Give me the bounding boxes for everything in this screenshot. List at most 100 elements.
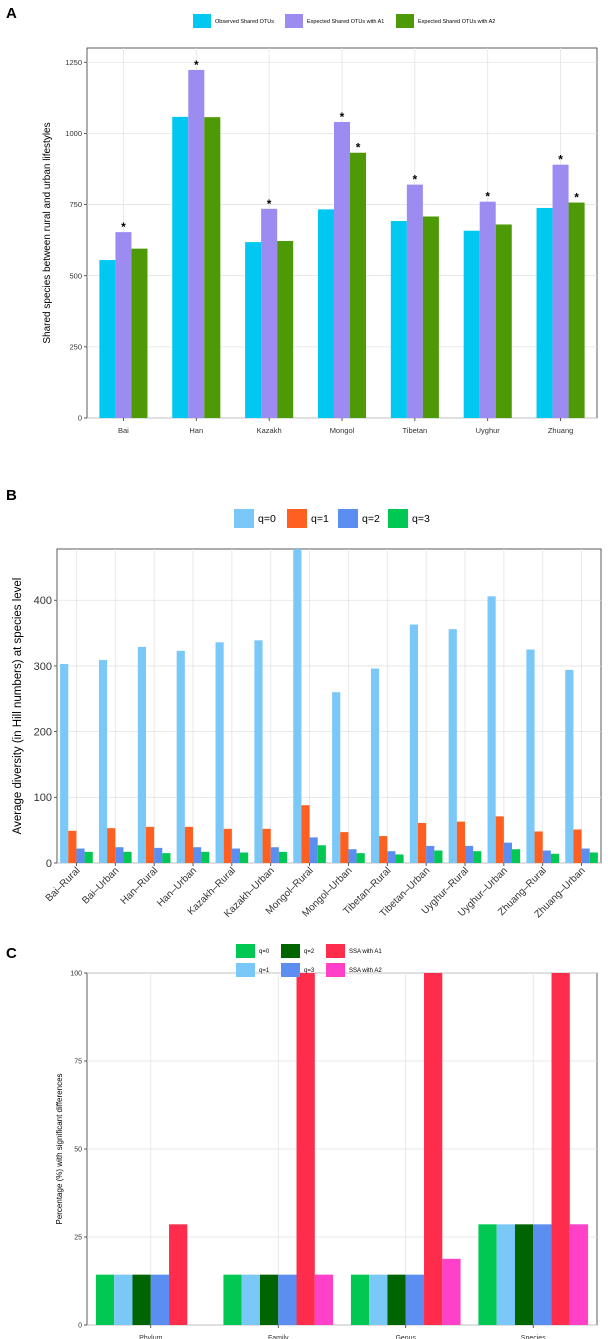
a-bar-2-3 bbox=[261, 208, 278, 418]
b-plot-area bbox=[56, 548, 602, 864]
c-bar-6-4 bbox=[569, 1224, 589, 1325]
c-bar-2-3 bbox=[369, 1274, 388, 1325]
b-bar-4-6 bbox=[278, 851, 288, 863]
b-bar-1-2 bbox=[98, 660, 108, 863]
b-ytick-label: 0 bbox=[46, 858, 52, 870]
a-ytick-label: 250 bbox=[69, 342, 82, 351]
c-bar-5-2 bbox=[296, 973, 315, 1325]
b-bar-2-4 bbox=[184, 826, 193, 863]
a-bar-2-4 bbox=[333, 122, 351, 418]
b-bar-2-5 bbox=[223, 828, 232, 863]
c-bar-3-4 bbox=[514, 1224, 534, 1325]
chart-a: * * * * * * * * * 0 250 500 750 1000 1250 Bai Han Kazakh M… bbox=[42, 14, 598, 435]
b-legend-label-4: q=3 bbox=[412, 513, 430, 525]
c-legend-key-1 bbox=[236, 944, 255, 958]
a-bar-1-7 bbox=[536, 207, 553, 418]
b-xtick-label: Bai–Rural bbox=[44, 865, 83, 904]
b-legend-key-2 bbox=[287, 509, 307, 528]
b-bar-4-10 bbox=[434, 850, 443, 863]
a-bar-3-6 bbox=[495, 224, 512, 418]
b-bar-3-10 bbox=[426, 845, 435, 863]
b-bar-1-4 bbox=[176, 650, 185, 863]
c-bar-3-2 bbox=[259, 1274, 279, 1325]
c-bar-5-4 bbox=[551, 973, 570, 1325]
a-bar-2-1 bbox=[115, 232, 132, 418]
a-sig-mark: * bbox=[194, 58, 199, 72]
b-bar-2-8 bbox=[340, 832, 349, 863]
b-xtick-label: Han–Rural bbox=[119, 865, 161, 907]
b-bar-3-13 bbox=[542, 850, 551, 863]
c-ytick-label: 75 bbox=[74, 1058, 82, 1065]
b-bar-4-9 bbox=[395, 854, 404, 863]
c-legend-label-6: SSA with A2 bbox=[349, 968, 382, 974]
a-bar-1-5 bbox=[390, 221, 407, 418]
c-bar-2-4 bbox=[496, 1224, 515, 1325]
c-bar-1-1 bbox=[95, 1274, 115, 1325]
c-bar-4-3 bbox=[405, 1274, 425, 1325]
b-bar-3-1 bbox=[76, 848, 85, 863]
b-legend-key-3 bbox=[338, 509, 358, 528]
c-bar-6-2 bbox=[314, 1274, 334, 1325]
a-sig-mark: * bbox=[574, 191, 579, 205]
b-bar-4-7 bbox=[317, 845, 326, 863]
a-sig-mark: * bbox=[121, 220, 126, 234]
a-ytick-label: 0 bbox=[78, 414, 82, 423]
c-ytick-label: 50 bbox=[74, 1146, 82, 1153]
c-ytick-label: 25 bbox=[74, 1234, 82, 1241]
b-y-axis-title: Average diversity (in Hill numbers) at s… bbox=[12, 578, 24, 835]
c-legend-label-2: q=1 bbox=[259, 968, 270, 974]
b-bar-2-12 bbox=[495, 816, 504, 863]
b-bar-1-7 bbox=[293, 549, 302, 863]
b-legend-key-1 bbox=[234, 509, 254, 528]
a-legend-key-1 bbox=[193, 14, 211, 28]
b-bar-2-14 bbox=[573, 829, 582, 863]
a-bar-3-4 bbox=[350, 152, 367, 418]
b-bar-3-8 bbox=[348, 849, 357, 863]
c-bar-6-3 bbox=[442, 1258, 461, 1325]
a-sig-mark: * bbox=[267, 197, 272, 211]
a-bar-1-2 bbox=[172, 116, 189, 418]
b-bar-4-4 bbox=[201, 851, 210, 863]
b-bar-1-12 bbox=[487, 596, 496, 863]
a-legend-key-2 bbox=[285, 14, 303, 28]
b-bar-3-14 bbox=[581, 848, 590, 863]
b-bar-3-6 bbox=[270, 847, 279, 863]
b-bar-3-12 bbox=[503, 842, 513, 863]
c-bar-5-1 bbox=[169, 1224, 188, 1325]
c-legend-label-3: q=2 bbox=[304, 949, 315, 955]
b-bar-1-8 bbox=[332, 692, 341, 863]
a-legend-label-1: Observed Shared OTUs bbox=[215, 19, 274, 25]
a-legend-label-3: Expected Shared OTUs with A2 bbox=[418, 19, 495, 25]
a-bar-1-6 bbox=[463, 230, 480, 418]
panel-b-label: B bbox=[6, 487, 17, 504]
a-bar-1-3 bbox=[245, 242, 262, 418]
b-bar-2-7 bbox=[301, 805, 310, 863]
b-bar-4-11 bbox=[473, 851, 482, 863]
c-bar-4-2 bbox=[278, 1274, 297, 1325]
b-bar-4-13 bbox=[550, 853, 560, 863]
b-bar-4-5 bbox=[240, 852, 249, 863]
a-sig-mark: * bbox=[558, 153, 563, 167]
a-bar-3-7 bbox=[568, 202, 585, 418]
a-xtick-label: Bai bbox=[118, 426, 129, 435]
c-bar-3-3 bbox=[387, 1274, 406, 1325]
c-ytick-label: 0 bbox=[78, 1322, 82, 1329]
b-bar-3-9 bbox=[387, 851, 396, 863]
b-bar-1-9 bbox=[370, 668, 380, 863]
b-bar-3-3 bbox=[154, 847, 163, 863]
b-legend-label-1: q=0 bbox=[258, 513, 276, 525]
a-xtick-label: Zhuang bbox=[548, 426, 573, 435]
b-bar-1-6 bbox=[254, 640, 263, 863]
a-sig-mark: * bbox=[413, 173, 418, 187]
c-legend-key-5 bbox=[326, 944, 345, 958]
a-legend-label-2: Expected Shared OTUs with A1 bbox=[307, 19, 384, 25]
b-legend-key-4 bbox=[388, 509, 408, 528]
b-ytick-label: 100 bbox=[34, 792, 52, 804]
b-bar-1-10 bbox=[409, 624, 418, 863]
c-legend-key-2 bbox=[236, 963, 255, 977]
b-bar-2-13 bbox=[534, 831, 543, 863]
c-bar-1-2 bbox=[223, 1274, 242, 1325]
a-bar-1-1 bbox=[99, 260, 116, 418]
b-legend-label-3: q=2 bbox=[362, 513, 380, 525]
